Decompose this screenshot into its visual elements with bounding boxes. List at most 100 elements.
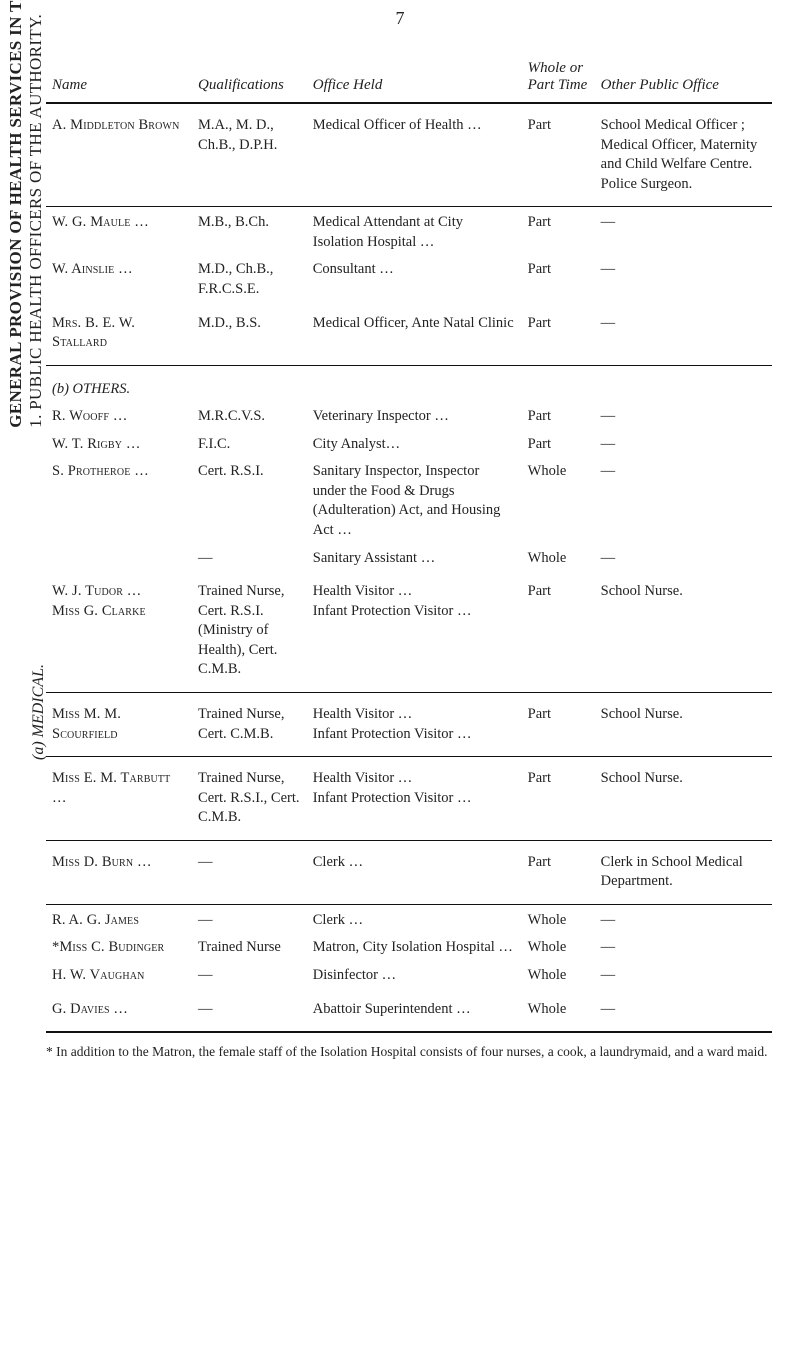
cell-qual: — (192, 904, 307, 932)
cell-other: — (595, 543, 772, 571)
cell-office: Medical Officer, Ante Natal Clinic (307, 302, 522, 366)
cell-time: Part (522, 401, 595, 429)
table-row: S. Protheroe … Cert. R.S.I. Sanitary Ins… (46, 456, 772, 542)
cell-qual: Cert. R.S.I. (192, 456, 307, 542)
cell-time: Part (522, 207, 595, 255)
table-row: R. A. G. James — Clerk … Whole — (46, 904, 772, 932)
table-row: W. T. Rigby … F.I.C. City Analyst… Part … (46, 429, 772, 457)
table-row: *Miss C. Budinger Trained Nurse Matron, … (46, 932, 772, 960)
cell-name: Miss G. Clarke (52, 603, 146, 619)
cell-office: Disinfector … (307, 960, 522, 988)
cell-qual: Trained Nurse, Cert. R.S.I. (Ministry of… (192, 570, 307, 692)
cell-time: Whole (522, 904, 595, 932)
cell-name: W. J. Tudor … (52, 583, 141, 599)
cell-name: Miss E. M. Tarbutt … (46, 757, 192, 841)
cell-other: — (595, 904, 772, 932)
cell-office: Abattoir Superintendent … (307, 988, 522, 1033)
table-row: W. G. Maule … M.B., B.Ch. Medical Attend… (46, 207, 772, 255)
cell-qual: F.I.C. (192, 429, 307, 457)
table-header-row: Name Qualifications Office Held Whole or… (46, 52, 772, 103)
page-number: 7 (396, 8, 405, 29)
section-a-label: (a) MEDICAL. (30, 664, 48, 760)
cell-time: Whole (522, 960, 595, 988)
cell-other: — (595, 302, 772, 366)
cell-time: Part (522, 429, 595, 457)
cell-other: Clerk in School Medical Department. (595, 840, 772, 904)
cell-other: — (595, 932, 772, 960)
cell-qual: Trained Nurse, Cert. C.M.B. (192, 692, 307, 756)
cell-qual: — (192, 988, 307, 1033)
cell-qual: M.B., B.Ch. (192, 207, 307, 255)
cell-time: Whole (522, 932, 595, 960)
cell-office: Sanitary Inspector, Inspector under the … (307, 456, 522, 542)
cell-name (46, 543, 192, 571)
cell-other: — (595, 429, 772, 457)
cell-time: Part (522, 254, 595, 301)
cell-office: Sanitary Assistant … (307, 543, 522, 571)
cell-qual: — (192, 543, 307, 571)
table-row: G. Davies … — Abattoir Superintendent … … (46, 988, 772, 1033)
cell-time: Whole (522, 988, 595, 1033)
cell-time: Part (522, 840, 595, 904)
cell-office: Medical Attendant at City Isolation Hosp… (307, 207, 522, 255)
running-head: GENERAL PROVISION OF HEALTH SERVICES IN … (6, 0, 46, 427)
cell-qual: M.D., Ch.B., F.R.C.S.E. (192, 254, 307, 301)
cell-office: Clerk … (307, 840, 522, 904)
cell-other: — (595, 207, 772, 255)
cell-other: — (595, 960, 772, 988)
col-other: Other Public Office (595, 52, 772, 103)
cell-name: H. W. Vaughan (46, 960, 192, 988)
table-row: H. W. Vaughan — Disinfector … Whole — (46, 960, 772, 988)
table-row: W. J. Tudor … Miss G. Clarke Trained Nur… (46, 570, 772, 692)
cell-time: Whole (522, 456, 595, 542)
cell-name: Miss M. M. Scourfield (46, 692, 192, 756)
running-head-bold: GENERAL PROVISION OF HEALTH SERVICES IN … (6, 0, 25, 427)
cell-other: School Nurse. (595, 570, 772, 692)
cell-qual: — (192, 960, 307, 988)
cell-name: R. A. G. James (46, 904, 192, 932)
cell-name: W. G. Maule … (46, 207, 192, 255)
cell-office: Health Visitor … Infant Protection Visit… (307, 570, 522, 692)
cell-qual: M.D., B.S. (192, 302, 307, 366)
cell-time: Part (522, 103, 595, 207)
cell-name: Mrs. B. E. W. Stallard (46, 302, 192, 366)
table-row: Mrs. B. E. W. Stallard M.D., B.S. Medica… (46, 302, 772, 366)
table-row: Miss E. M. Tarbutt … Trained Nurse, Cert… (46, 757, 772, 841)
cell-time: Part (522, 570, 595, 692)
cell-other: School Nurse. (595, 757, 772, 841)
cell-other: — (595, 988, 772, 1033)
footnote: * In addition to the Matron, the female … (46, 1043, 772, 1061)
cell-office: Medical Officer of Health … (307, 103, 522, 207)
cell-name: W. Ainslie … (46, 254, 192, 301)
col-time: Whole or Part Time (522, 52, 595, 103)
cell-name: W. T. Rigby … (46, 429, 192, 457)
cell-other: — (595, 401, 772, 429)
table-row: W. Ainslie … M.D., Ch.B., F.R.C.S.E. Con… (46, 254, 772, 301)
cell-other: School Medical Officer ; Medical Officer… (595, 103, 772, 207)
cell-qual: Trained Nurse, Cert. R.S.I., Cert. C.M.B… (192, 757, 307, 841)
table-row: Miss D. Burn … — Clerk … Part Clerk in S… (46, 840, 772, 904)
cell-time: Whole (522, 543, 595, 571)
cell-time: Part (522, 302, 595, 366)
table-row: — Sanitary Assistant … Whole — (46, 543, 772, 571)
cell-time: Part (522, 692, 595, 756)
cell-office: Veterinary Inspector … (307, 401, 522, 429)
cell-qual: M.R.C.V.S. (192, 401, 307, 429)
table-row: R. Wooff … M.R.C.V.S. Veterinary Inspect… (46, 401, 772, 429)
section-b-label: (b) OTHERS. (46, 365, 772, 401)
running-head-line2: 1. PUBLIC HEALTH OFFICERS OF THE AUTHORI… (26, 13, 45, 427)
cell-office: Health Visitor … Infant Protection Visit… (307, 692, 522, 756)
cell-name: S. Protheroe … (46, 456, 192, 542)
cell-name: A. Middleton Brown (46, 103, 192, 207)
cell-time: Part (522, 757, 595, 841)
section-b-row: (b) OTHERS. (46, 365, 772, 401)
page: 7 GENERAL PROVISION OF HEALTH SERVICES I… (0, 0, 800, 1365)
cell-other: — (595, 456, 772, 542)
cell-office: City Analyst… (307, 429, 522, 457)
cell-other: School Nurse. (595, 692, 772, 756)
cell-qual: Trained Nurse (192, 932, 307, 960)
table-row: Miss M. M. Scourfield Trained Nurse, Cer… (46, 692, 772, 756)
cell-name: R. Wooff … (46, 401, 192, 429)
cell-office: Clerk … (307, 904, 522, 932)
cell-office: Health Visitor … Infant Protection Visit… (307, 757, 522, 841)
